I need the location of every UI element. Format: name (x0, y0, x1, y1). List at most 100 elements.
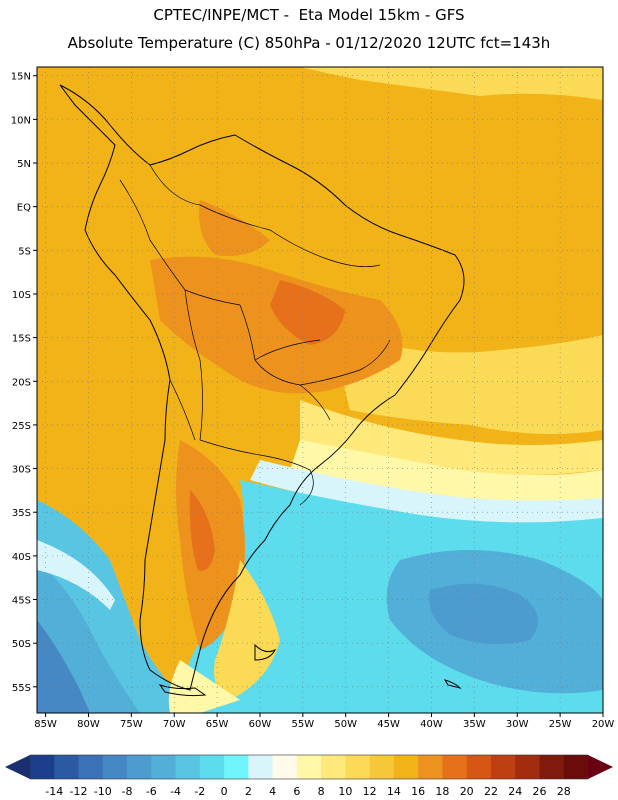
lon-tick-label: 75W (120, 719, 143, 730)
field-warm-amazon (199, 200, 270, 256)
lat-tick-label: EQ (17, 203, 31, 214)
colorbar-label: -10 (94, 785, 112, 798)
colorbar-label: -2 (194, 785, 205, 798)
tierra-del-fuego-outline (158, 684, 207, 697)
lon-tick-label: 20W (592, 719, 615, 730)
colorbar-label: -12 (70, 785, 88, 798)
lat-tick-label: 20S (12, 377, 31, 388)
colorbar-box (272, 755, 298, 779)
colorbar-label: 24 (508, 785, 522, 798)
field-arg-hot (189, 490, 215, 571)
colorbar-label: 0 (221, 785, 228, 798)
colorbar-box (175, 755, 201, 779)
lat-tick-label: 50S (12, 639, 31, 650)
lon-tick-label: 60W (249, 719, 272, 730)
country-borders (119, 164, 391, 506)
field-warm-interior (150, 256, 403, 394)
colorbar-label: 6 (293, 785, 300, 798)
lon-tick-label: 50W (334, 719, 357, 730)
colorbar-right-arrow (588, 755, 613, 779)
lon-tick-label: 30W (506, 719, 529, 730)
lat-tick-label: 55S (12, 683, 31, 694)
plot-frame (36, 66, 604, 714)
lat-tick-label: 40S (12, 552, 31, 563)
colorbar-label: 8 (318, 785, 325, 798)
colorbar-box (393, 755, 419, 779)
lon-tick-label: 35W (463, 719, 486, 730)
field-coast-yellow (214, 560, 280, 700)
lon-tick-label: 80W (77, 719, 100, 730)
field-hot-core (270, 280, 345, 345)
colorbar-box (345, 755, 371, 779)
colorbar-left-arrow (5, 755, 30, 779)
colorbar-label: 26 (532, 785, 546, 798)
lon-tick-label: 65W (206, 719, 229, 730)
lat-tick-label: 35S (12, 508, 31, 519)
colorbar-box (30, 755, 55, 779)
colorbar-box (418, 755, 443, 779)
colorbar-label: 28 (557, 785, 571, 798)
lon-tick-label: 45W (377, 719, 400, 730)
field-cold-core (429, 583, 538, 644)
colorbar-label: 4 (269, 785, 276, 798)
colorbar-box (369, 755, 395, 779)
colorbar-label: 12 (363, 785, 377, 798)
lat-tick-label: 30S (12, 465, 31, 476)
lat-tick-label: 15N (11, 72, 31, 83)
colorbar-label: -4 (170, 785, 181, 798)
south-america-outline (59, 84, 465, 691)
colorbar-box (515, 755, 540, 779)
temperature-field (37, 67, 603, 713)
colorbar-box (321, 755, 346, 779)
colorbar-box (78, 755, 104, 779)
chart-subtitle: Absolute Temperature (C) 850hPa - 01/12/… (67, 34, 551, 52)
colorbar-box (563, 755, 589, 779)
lat-axis-labels: 15N 10N 5N EQ 5S 10S 15S 20S 25S 30S 35S 40S 45S 50S 5… (11, 72, 37, 694)
lon-tick-label: 70W (163, 719, 186, 730)
lon-tick-label: 55W (292, 719, 315, 730)
coastlines (59, 84, 465, 697)
lat-tick-label: 10S (12, 290, 31, 301)
lon-tick-label: 25W (549, 719, 572, 730)
colorbar-box (539, 755, 565, 779)
colorbar-label: 10 (338, 785, 352, 798)
falklands-outline (254, 643, 277, 661)
colorbar-box (248, 755, 274, 779)
field-pale-cyan (250, 460, 603, 524)
colorbar-box (54, 755, 80, 779)
colorbar-label: 14 (387, 785, 401, 798)
colorbar-label: -14 (45, 785, 63, 798)
lat-tick-label: 10N (11, 115, 31, 126)
field-pacific-coldest (37, 620, 90, 713)
lon-tick-label: 40W (420, 719, 443, 730)
colorbar-label: 18 (435, 785, 449, 798)
colorbar-label: 16 (411, 785, 425, 798)
colorbar-label: -6 (146, 785, 157, 798)
colorbar-label: 22 (484, 785, 498, 798)
colorbar-label: 20 (460, 785, 474, 798)
south-georgia-outline (443, 679, 462, 689)
lon-axis-labels: 85W 80W 75W 70W 65W 60W 55W 50W 45W 40W 35W 30W 25W 2… (34, 713, 614, 730)
colorbar-box (199, 755, 225, 779)
colorbar: -14 -12 -10 -8 -6 -4 -2 0 2 4 6 8 10 12 14 16 18 20 22 24 26… (5, 754, 613, 798)
colorbar-box (102, 755, 128, 779)
colorbar-box (296, 755, 322, 779)
temperature-map: 85W 80W 75W 70W 65W 60W 55W 50W 45W 40W 35W 30W 25W 2… (11, 66, 614, 730)
field-north-warm (300, 67, 603, 100)
colorbar-label: -8 (122, 785, 133, 798)
colorbar-box (151, 755, 177, 779)
lat-tick-label: 5N (17, 159, 31, 170)
lat-tick-label: 25S (12, 421, 31, 432)
field-pale-yellow (290, 440, 603, 502)
colorbar-labels: -14 -12 -10 -8 -6 -4 -2 0 2 4 6 8 10 12 14 16 18 20 22 24 26… (45, 785, 570, 798)
field-pacific-pale (37, 540, 115, 610)
colorbar-boxes (29, 754, 589, 780)
colorbar-box (442, 755, 468, 779)
lat-tick-label: 45S (12, 596, 31, 607)
colorbar-box (490, 755, 516, 779)
colorbar-box (466, 755, 492, 779)
field-south-tip (168, 660, 240, 713)
lon-tick-label: 85W (34, 719, 57, 730)
chart-title: CPTEC/INPE/MCT - Eta Model 15km - GFS (153, 6, 465, 24)
lat-tick-label: 5S (18, 246, 31, 257)
